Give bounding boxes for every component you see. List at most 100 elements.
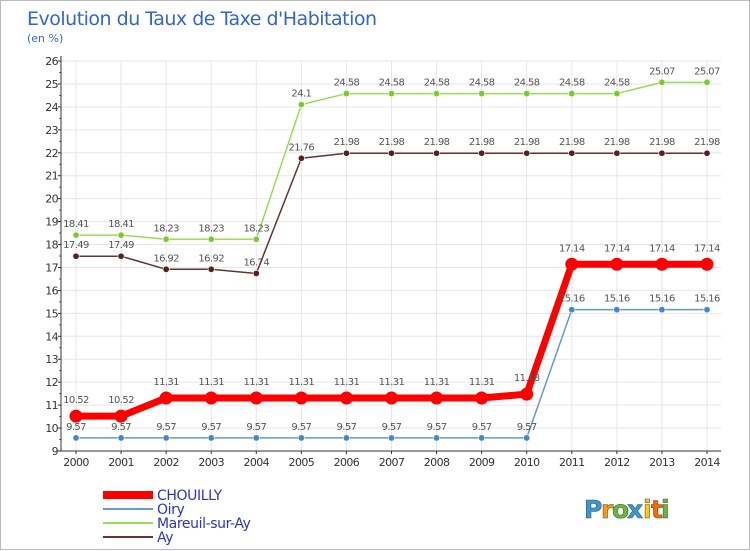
y-tick-label: 21 bbox=[45, 170, 58, 183]
data-label: 9.57 bbox=[156, 422, 176, 433]
x-tick-label: 2012 bbox=[604, 456, 630, 469]
data-point bbox=[204, 391, 218, 405]
data-label: 11.31 bbox=[469, 377, 495, 388]
data-point bbox=[252, 269, 260, 277]
data-label-layer: 18.41 18.41 18.23 18.23 18.23 24.1 24.58 24.58 2… bbox=[63, 66, 720, 433]
data-point bbox=[342, 90, 350, 98]
y-tick-label: 14 bbox=[45, 330, 58, 343]
y-tick-label: 18 bbox=[45, 239, 58, 252]
data-point bbox=[342, 434, 350, 442]
data-point bbox=[207, 235, 215, 243]
data-label: 18.41 bbox=[63, 219, 89, 230]
data-label: 16.74 bbox=[243, 257, 269, 268]
legend-label: Oiry bbox=[157, 502, 184, 518]
data-point bbox=[658, 78, 666, 86]
data-point bbox=[249, 391, 263, 405]
x-tick-label: 2002 bbox=[153, 456, 179, 469]
data-point bbox=[387, 90, 395, 98]
x-tick-label: 2011 bbox=[559, 456, 585, 469]
data-point bbox=[207, 265, 215, 273]
data-point bbox=[297, 154, 305, 162]
y-tick-label: 22 bbox=[45, 147, 58, 160]
y-tick-label: 13 bbox=[45, 353, 58, 366]
data-label: 11.31 bbox=[424, 377, 450, 388]
data-label: 24.58 bbox=[604, 78, 630, 89]
logo-letter: o bbox=[612, 495, 629, 524]
axis-layer: 9 10 11 12 13 14 15 16 17 18 19 20 21 22 23 24 25 26 2000 2… bbox=[45, 55, 721, 469]
data-point bbox=[69, 409, 83, 423]
y-tick-label: 11 bbox=[45, 399, 58, 412]
data-label: 11.48 bbox=[514, 373, 540, 384]
data-point bbox=[478, 149, 486, 157]
data-point bbox=[568, 149, 576, 157]
data-label: 11.31 bbox=[334, 377, 360, 388]
x-tick-label: 2007 bbox=[379, 456, 405, 469]
data-point bbox=[568, 90, 576, 98]
data-label: 24.58 bbox=[379, 78, 405, 89]
data-label: 18.23 bbox=[153, 223, 179, 234]
data-label: 16.92 bbox=[153, 253, 179, 264]
data-label: 9.57 bbox=[517, 422, 537, 433]
data-label: 9.57 bbox=[336, 422, 356, 433]
y-tick-label: 20 bbox=[45, 193, 58, 206]
data-point bbox=[520, 387, 534, 401]
data-point bbox=[433, 149, 441, 157]
data-label: 21.98 bbox=[514, 137, 540, 148]
data-point bbox=[387, 434, 395, 442]
data-label: 24.58 bbox=[424, 78, 450, 89]
data-label: 11.31 bbox=[289, 377, 315, 388]
logo-letter: t bbox=[651, 495, 663, 524]
series-mareuil-sur-ay bbox=[72, 78, 711, 243]
data-label: 21.98 bbox=[559, 137, 585, 148]
data-label: 11.31 bbox=[198, 377, 224, 388]
data-point bbox=[252, 235, 260, 243]
data-point bbox=[252, 434, 260, 442]
data-point bbox=[523, 149, 531, 157]
data-point bbox=[700, 257, 714, 271]
data-label: 9.57 bbox=[472, 422, 492, 433]
logo-letter: i bbox=[643, 495, 652, 524]
data-point bbox=[297, 434, 305, 442]
data-point bbox=[433, 90, 441, 98]
chart-subtitle: (en %) bbox=[27, 32, 63, 45]
data-point bbox=[655, 257, 669, 271]
data-label: 17.14 bbox=[649, 243, 675, 254]
y-tick-label: 19 bbox=[45, 216, 58, 229]
data-point bbox=[433, 434, 441, 442]
data-label: 17.14 bbox=[604, 243, 630, 254]
data-label: 21.98 bbox=[424, 137, 450, 148]
data-label: 17.14 bbox=[559, 243, 585, 254]
x-tick-label: 2010 bbox=[514, 456, 540, 469]
data-point bbox=[294, 391, 308, 405]
data-point bbox=[478, 90, 486, 98]
y-tick-label: 12 bbox=[45, 376, 58, 389]
data-point bbox=[162, 434, 170, 442]
data-point bbox=[565, 257, 579, 271]
data-label: 24.58 bbox=[469, 78, 495, 89]
data-label: 18.23 bbox=[243, 223, 269, 234]
series-chouilly bbox=[69, 257, 714, 423]
data-point bbox=[297, 101, 305, 109]
data-label: 9.57 bbox=[66, 422, 86, 433]
series-oiry bbox=[72, 306, 711, 442]
data-point bbox=[610, 257, 624, 271]
data-label: 24.58 bbox=[514, 78, 540, 89]
data-label: 25.07 bbox=[694, 66, 720, 77]
y-tick-label: 16 bbox=[45, 284, 58, 297]
data-label: 11.31 bbox=[153, 377, 179, 388]
data-point bbox=[658, 306, 666, 314]
chart-title: Evolution du Taux de Taxe d'Habitation bbox=[27, 8, 377, 30]
logo-letter: r bbox=[601, 495, 614, 524]
data-point bbox=[568, 306, 576, 314]
data-label: 15.16 bbox=[559, 294, 585, 305]
data-label: 18.41 bbox=[108, 219, 134, 230]
data-point bbox=[613, 149, 621, 157]
data-point bbox=[387, 149, 395, 157]
data-label: 10.52 bbox=[63, 395, 89, 406]
legend-label: CHOUILLY bbox=[157, 488, 223, 504]
data-label: 9.57 bbox=[382, 422, 402, 433]
data-label: 16.92 bbox=[198, 253, 224, 264]
legend-label: Ay bbox=[157, 530, 173, 546]
